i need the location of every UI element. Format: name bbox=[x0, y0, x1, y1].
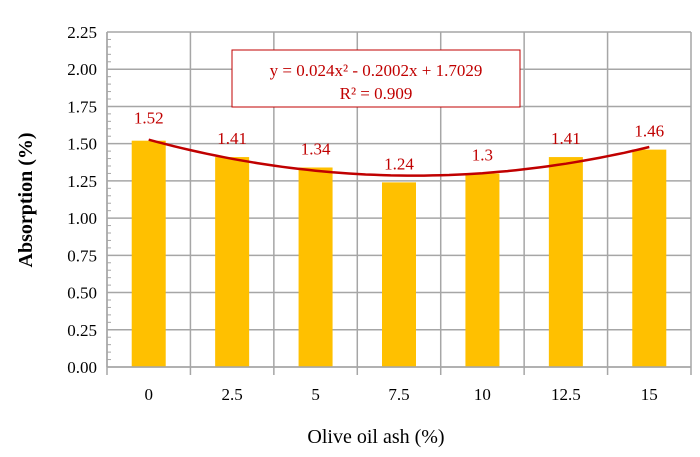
data-label: 1.41 bbox=[217, 129, 247, 148]
y-tick-label: 1.75 bbox=[67, 97, 97, 116]
y-tick-label: 0.50 bbox=[67, 284, 97, 303]
data-label: 1.24 bbox=[384, 154, 414, 173]
x-tick-label: 12.5 bbox=[551, 385, 581, 404]
x-tick-label: 15 bbox=[641, 385, 658, 404]
data-label: 1.46 bbox=[634, 122, 664, 141]
y-tick-label: 0.75 bbox=[67, 246, 97, 265]
bar bbox=[465, 173, 500, 367]
y-axis-title: Absorption (%) bbox=[15, 132, 37, 267]
bar bbox=[382, 182, 416, 367]
y-tick-label: 1.25 bbox=[67, 172, 97, 191]
data-label: 1.34 bbox=[301, 139, 331, 158]
bar bbox=[548, 157, 583, 367]
x-tick-label: 5 bbox=[311, 385, 320, 404]
bar bbox=[215, 157, 250, 367]
x-tick-label: 7.5 bbox=[388, 385, 409, 404]
y-tick-label: 1.50 bbox=[67, 135, 97, 154]
x-tick-label: 0 bbox=[144, 385, 153, 404]
bar bbox=[298, 167, 333, 367]
trendline bbox=[148, 138, 650, 177]
data-label: 1.3 bbox=[472, 145, 493, 164]
y-tick-label: 0.00 bbox=[67, 358, 97, 377]
data-label: 1.41 bbox=[551, 129, 581, 148]
y-tick-label: 0.25 bbox=[67, 321, 97, 340]
x-tick-label: 2.5 bbox=[222, 385, 243, 404]
x-axis-title: Olive oil ash (%) bbox=[307, 426, 444, 448]
bar bbox=[632, 149, 667, 367]
trendline-equation: y = 0.024x² - 0.2002x + 1.7029 bbox=[270, 61, 483, 80]
data-label: 1.52 bbox=[134, 109, 164, 128]
x-tick-label: 10 bbox=[474, 385, 491, 404]
y-tick-label: 2.25 bbox=[67, 23, 97, 42]
y-tick-label: 1.00 bbox=[67, 209, 97, 228]
r-squared: R² = 0.909 bbox=[340, 84, 413, 103]
equation-box: y = 0.024x² - 0.2002x + 1.7029 R² = 0.90… bbox=[231, 49, 521, 108]
bar bbox=[131, 140, 166, 367]
y-tick-label: 2.00 bbox=[67, 60, 97, 79]
